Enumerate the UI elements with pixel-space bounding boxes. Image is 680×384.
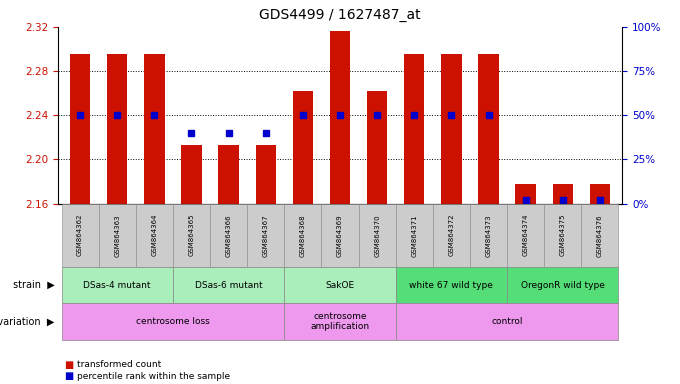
Bar xyxy=(367,91,388,204)
Text: GSM864367: GSM864367 xyxy=(262,214,269,257)
Text: white 67 wild type: white 67 wild type xyxy=(409,281,493,290)
Text: GSM864368: GSM864368 xyxy=(300,214,306,257)
Text: GSM864376: GSM864376 xyxy=(597,214,603,257)
Text: GSM864369: GSM864369 xyxy=(337,214,343,257)
Text: GSM864366: GSM864366 xyxy=(226,214,232,257)
Text: GSM864363: GSM864363 xyxy=(114,214,120,257)
Bar xyxy=(182,145,202,204)
Bar xyxy=(478,55,498,204)
Bar xyxy=(515,184,536,204)
Text: percentile rank within the sample: percentile rank within the sample xyxy=(77,372,230,381)
Text: centrosome
amplification: centrosome amplification xyxy=(311,312,369,331)
Text: control: control xyxy=(492,317,523,326)
Text: GSM864364: GSM864364 xyxy=(152,214,157,257)
Text: GSM864362: GSM864362 xyxy=(77,214,83,257)
Bar xyxy=(330,31,350,204)
Bar xyxy=(218,145,239,204)
Text: GSM864374: GSM864374 xyxy=(523,214,528,257)
Text: OregonR wild type: OregonR wild type xyxy=(521,281,605,290)
Text: GDS4499 / 1627487_at: GDS4499 / 1627487_at xyxy=(259,8,421,22)
Bar xyxy=(441,55,462,204)
Text: GSM864365: GSM864365 xyxy=(188,214,194,257)
Bar xyxy=(553,184,573,204)
Text: GSM864371: GSM864371 xyxy=(411,214,418,257)
Bar xyxy=(144,55,165,204)
Text: SakOE: SakOE xyxy=(326,281,354,290)
Text: GSM864370: GSM864370 xyxy=(374,214,380,257)
Text: transformed count: transformed count xyxy=(77,360,161,369)
Text: centrosome loss: centrosome loss xyxy=(136,317,210,326)
Text: ■: ■ xyxy=(65,360,74,370)
Bar xyxy=(404,55,424,204)
Bar xyxy=(256,145,276,204)
Text: DSas-6 mutant: DSas-6 mutant xyxy=(194,281,262,290)
Bar xyxy=(590,184,610,204)
Bar xyxy=(107,55,127,204)
Text: GSM864372: GSM864372 xyxy=(448,214,454,257)
Text: GSM864375: GSM864375 xyxy=(560,214,566,257)
Text: strain  ▶: strain ▶ xyxy=(13,280,54,290)
Text: ■: ■ xyxy=(65,371,74,381)
Text: GSM864373: GSM864373 xyxy=(486,214,492,257)
Bar xyxy=(292,91,313,204)
Bar xyxy=(70,55,90,204)
Text: genotype/variation  ▶: genotype/variation ▶ xyxy=(0,316,54,327)
Text: DSas-4 mutant: DSas-4 mutant xyxy=(84,281,151,290)
